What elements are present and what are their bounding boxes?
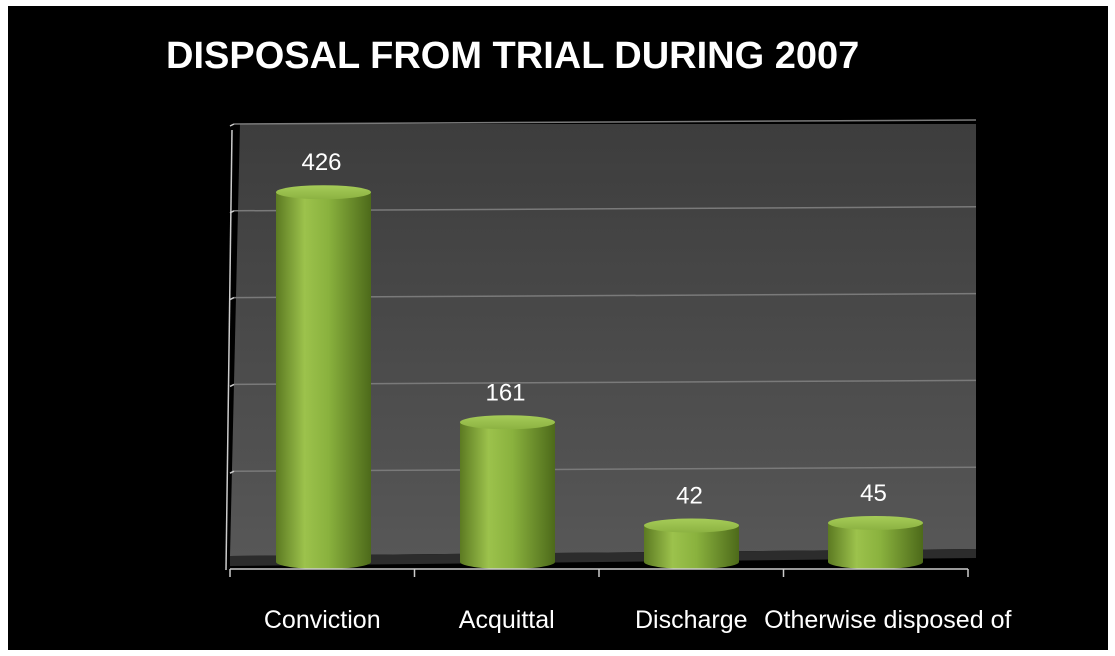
- value-labels-group: 426 161 42 45: [301, 149, 886, 509]
- x-tick-label: Discharge: [635, 606, 748, 634]
- data-label: 426: [301, 149, 341, 176]
- bar-body: [644, 525, 739, 569]
- gridlines: [225, 119, 977, 571]
- plot-area: 426 161 42 45 Conviction Acquittal Discharge O…: [225, 119, 1011, 634]
- bar: [828, 515, 923, 569]
- bar: [644, 518, 739, 569]
- bar-body: [828, 522, 923, 569]
- bar-top: [276, 185, 371, 200]
- y-tick: [229, 123, 235, 127]
- data-label: 42: [676, 483, 703, 510]
- plot-wall: [230, 124, 976, 556]
- bar: [460, 415, 555, 569]
- y-axis-line: [225, 129, 233, 571]
- bar-top: [828, 515, 923, 530]
- chart-slide: DISPOSAL FROM TRIAL DURING 2007 426 161 42…: [8, 6, 1108, 650]
- data-label: 45: [860, 480, 887, 507]
- y-tick: [229, 296, 235, 301]
- x-tick-label: Otherwise disposed of: [764, 606, 1011, 634]
- x-tick-label: Conviction: [264, 606, 381, 634]
- plot-floor: [230, 549, 976, 566]
- bar-body: [460, 422, 555, 569]
- y-tick: [229, 470, 235, 474]
- data-label: 161: [485, 379, 525, 406]
- bar: [276, 185, 371, 569]
- bar-top: [460, 415, 555, 430]
- chart-title: DISPOSAL FROM TRIAL DURING 2007: [166, 35, 859, 77]
- chart-canvas: DISPOSAL FROM TRIAL DURING 2007 42616142…: [166, 35, 1011, 634]
- y-tick: [229, 383, 235, 388]
- bar-top: [644, 518, 739, 533]
- gridline: [233, 119, 977, 125]
- bars-group: [276, 185, 923, 569]
- bar-body: [276, 192, 371, 569]
- x-axis: Conviction Acquittal Discharge Otherwise di…: [229, 568, 1011, 634]
- x-tick-label: Acquittal: [459, 606, 555, 634]
